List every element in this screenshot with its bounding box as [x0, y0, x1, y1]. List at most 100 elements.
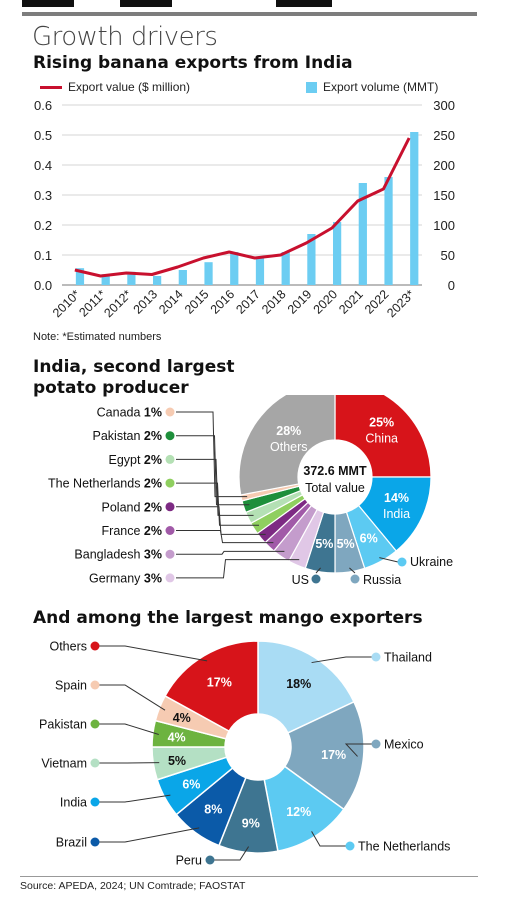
callout-dot	[90, 680, 100, 690]
top-decoration	[22, 0, 477, 18]
volume-bar	[307, 234, 316, 285]
callout-label: Bangladesh 3%	[74, 548, 162, 562]
callout-label: Poland 2%	[102, 500, 162, 514]
callout-country: Poland	[102, 500, 144, 514]
callout-country: Bangladesh	[74, 548, 144, 562]
callout-line	[349, 567, 356, 574]
left-axis-tick-label: 0.4	[34, 158, 52, 173]
chart-note: Note: *Estimated numbers	[33, 331, 162, 343]
callout-line	[176, 482, 260, 526]
top-rule	[22, 12, 477, 16]
callout-line	[311, 831, 346, 847]
callout-dot	[397, 557, 407, 567]
volume-bar	[178, 270, 187, 285]
volume-bar	[101, 274, 110, 285]
slice-percent-label: 6%	[182, 778, 200, 792]
slice-percent-label: 4%	[168, 731, 186, 745]
callout-country: Canada	[97, 406, 144, 420]
callout-label: France 2%	[102, 524, 162, 538]
callout-label: Russia	[363, 573, 401, 587]
slice-percent-label: 25%	[369, 415, 394, 429]
volume-bar	[204, 262, 213, 285]
callout-percent: 2%	[144, 524, 162, 538]
callout-percent: 2%	[144, 500, 162, 514]
slice-percent-label: 18%	[286, 677, 311, 691]
volume-bar	[358, 183, 367, 285]
callout-label: Spain	[55, 679, 87, 693]
pie-slice	[283, 700, 365, 811]
callout-dot	[165, 431, 175, 441]
x-axis-tick-label: 2013	[131, 287, 161, 317]
right-axis-tick-label: 150	[433, 188, 455, 203]
x-axis-tick-label: 2021	[336, 287, 366, 317]
volume-bar	[410, 132, 419, 285]
mango-chart-title: And among the largest mango exporters	[33, 608, 423, 628]
callout-label: Canada 1%	[97, 406, 162, 420]
callout-line	[99, 827, 200, 843]
callout-dot	[345, 841, 355, 851]
callout-line	[99, 794, 171, 803]
volume-bar	[230, 252, 239, 285]
callout-dot	[371, 739, 381, 749]
slice-percent-label: 17%	[207, 676, 232, 690]
callout-country: Germany	[89, 571, 144, 585]
legend-export-volume-label: Export volume (MMT)	[323, 80, 439, 94]
callout-percent: 1%	[144, 406, 162, 420]
callout-dot	[165, 502, 175, 512]
pie-slice	[238, 395, 336, 496]
left-axis-tick-label: 0.0	[34, 278, 52, 293]
callout-label: Vietnam	[41, 757, 87, 771]
callout-percent: 2%	[144, 453, 162, 467]
volume-bar	[255, 258, 265, 285]
slice-percent-label: 5%	[168, 754, 186, 768]
callout-line	[176, 559, 300, 579]
left-axis-tick-label: 0.1	[34, 248, 52, 263]
callout-line	[379, 557, 399, 563]
callout-line	[176, 530, 274, 544]
slice-name-label: India	[383, 507, 410, 521]
callout-dot	[311, 574, 321, 584]
callout-country: France	[102, 524, 144, 538]
callout-line	[344, 743, 372, 757]
potato-title-line-2: potato producer	[33, 378, 189, 398]
callout-line	[214, 846, 250, 861]
center-label: Total value	[305, 481, 365, 495]
x-axis-tick-label: 2017	[233, 287, 263, 317]
left-axis-tick-label: 0.5	[34, 128, 52, 143]
volume-bar	[127, 271, 136, 285]
volume-bar	[333, 222, 342, 285]
left-axis-tick-label: 0.3	[34, 188, 52, 203]
callout-label: The Netherlands	[358, 840, 450, 854]
x-axis-tick-label: 2018	[259, 287, 289, 317]
callout-label: US	[292, 573, 309, 587]
legend-export-volume: Export volume (MMT)	[306, 80, 438, 94]
value-line	[74, 137, 411, 278]
callout-dot	[165, 478, 175, 488]
callout-label: Peru	[176, 854, 202, 868]
source-note: Source: APEDA, 2024; UN Comtrade; FAOSTA…	[20, 880, 246, 892]
callout-label: Mexico	[384, 738, 424, 752]
callout-dot	[165, 526, 175, 535]
potato-title-line-1: India, second largest	[33, 357, 235, 377]
callout-label: Ukraine	[410, 555, 453, 569]
callout-line	[99, 645, 208, 662]
volume-bar	[384, 177, 393, 285]
callout-line	[176, 458, 254, 516]
x-axis-tick-label: 2020	[311, 287, 341, 317]
slice-percent-label: 28%	[276, 424, 301, 438]
right-axis-tick-label: 100	[433, 218, 455, 233]
callout-dot	[165, 454, 175, 464]
callout-percent: 2%	[144, 429, 162, 443]
callout-dot	[90, 797, 100, 807]
pie-slice	[164, 640, 259, 733]
top-block-center	[120, 0, 172, 7]
volume-bar	[75, 268, 85, 285]
legend-bar-swatch	[306, 81, 317, 93]
right-axis-tick-label: 300	[433, 98, 455, 113]
left-axis-tick-label: 0.6	[34, 98, 52, 113]
slice-percent-label: 17%	[321, 748, 346, 762]
banana-chart-title: Rising banana exports from India	[33, 53, 353, 73]
right-axis-tick-label: 0	[448, 278, 455, 293]
callout-line	[176, 506, 266, 535]
page-title: Growth drivers	[32, 22, 218, 52]
